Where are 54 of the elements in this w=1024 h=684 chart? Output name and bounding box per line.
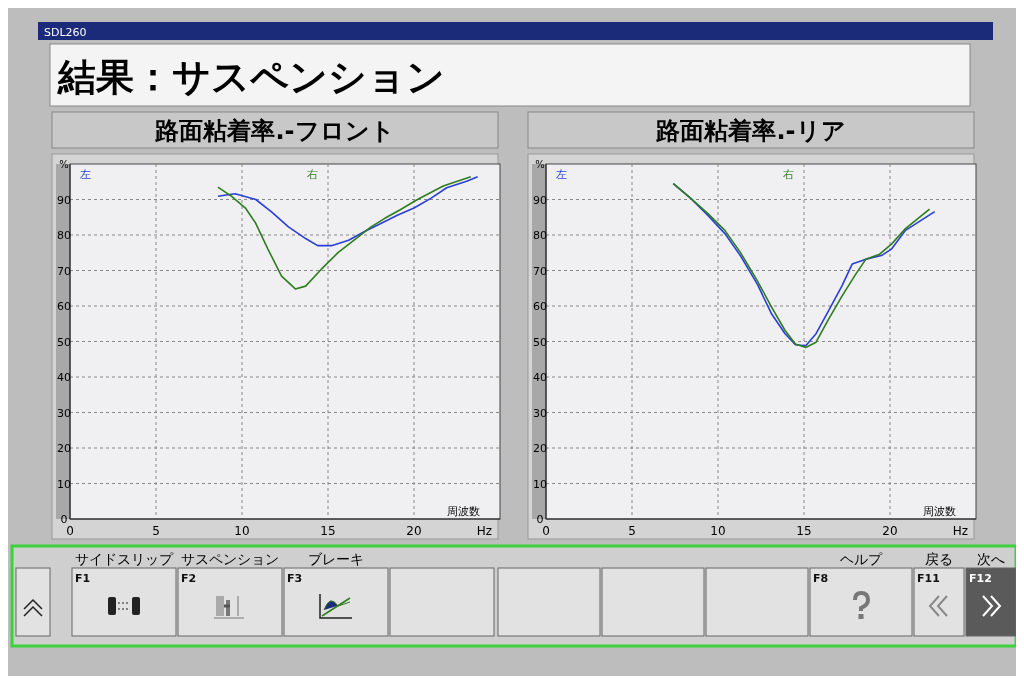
y-tick-label: 20 bbox=[533, 442, 547, 455]
y-tick-label: 70 bbox=[533, 264, 547, 278]
y-tick-label: 50 bbox=[57, 335, 71, 349]
x-tick-label: 10 bbox=[234, 524, 250, 538]
text: サスペンション bbox=[181, 551, 279, 567]
y-tick-label: 10 bbox=[57, 477, 71, 491]
x-tick-label: 5 bbox=[152, 524, 160, 538]
text: 右 bbox=[782, 168, 794, 181]
text: 次へ bbox=[977, 551, 1005, 567]
x-tick-label: 20 bbox=[406, 524, 422, 538]
x-tick-label: 5 bbox=[628, 524, 636, 538]
text: F11 bbox=[917, 572, 940, 585]
y-tick-label: 10 bbox=[533, 477, 547, 491]
text: ブレーキ bbox=[308, 551, 364, 567]
y-tick-label: 0 bbox=[536, 513, 544, 526]
annotation: 周波数 bbox=[923, 505, 956, 518]
text: サイドスリップ bbox=[75, 551, 174, 567]
text: 左 bbox=[80, 168, 91, 181]
y-tick-label: 30 bbox=[533, 406, 547, 420]
y-tick-label: 50 bbox=[533, 335, 547, 349]
text: F3 bbox=[287, 572, 303, 585]
text: ヘルプ bbox=[840, 551, 883, 567]
text: 戻る bbox=[925, 551, 953, 567]
chart-title: 路面粘着率.-フロント bbox=[154, 117, 395, 145]
annotation: 周波数 bbox=[447, 505, 480, 518]
y-tick-label: 0 bbox=[60, 513, 68, 526]
x-tick-label: 20 bbox=[882, 524, 898, 538]
y-tick-label: 90 bbox=[533, 193, 547, 207]
y-tick-label: 30 bbox=[57, 406, 71, 420]
y-tick-label: 80 bbox=[57, 229, 71, 242]
x-tick-label: 15 bbox=[796, 524, 812, 538]
y-tick-label: 40 bbox=[57, 371, 71, 384]
text: 結果：サスペンション bbox=[57, 55, 445, 99]
y-axis-title: % bbox=[59, 159, 69, 170]
y-tick-label: 90 bbox=[57, 193, 71, 207]
text: 右 bbox=[306, 168, 318, 181]
x-axis-title: Hz bbox=[476, 524, 492, 538]
y-tick-label: 40 bbox=[533, 371, 547, 384]
text: F2 bbox=[181, 572, 197, 585]
y-tick-label: 20 bbox=[57, 442, 71, 455]
y-axis-title: % bbox=[535, 159, 545, 170]
x-tick-label: 10 bbox=[710, 524, 726, 538]
text: 左 bbox=[556, 168, 567, 181]
y-tick-label: 60 bbox=[57, 300, 71, 313]
text: SDL260 bbox=[44, 26, 87, 39]
text: F12 bbox=[969, 572, 992, 585]
y-tick-label: 70 bbox=[57, 264, 71, 278]
x-axis-title: Hz bbox=[952, 524, 968, 538]
chart-title: 路面粘着率.-リア bbox=[655, 117, 846, 145]
text: F8 bbox=[813, 572, 829, 585]
y-tick-label: 60 bbox=[533, 300, 547, 313]
x-tick-label: 15 bbox=[320, 524, 336, 538]
y-tick-label: 80 bbox=[533, 229, 547, 242]
text: F1 bbox=[75, 572, 91, 585]
